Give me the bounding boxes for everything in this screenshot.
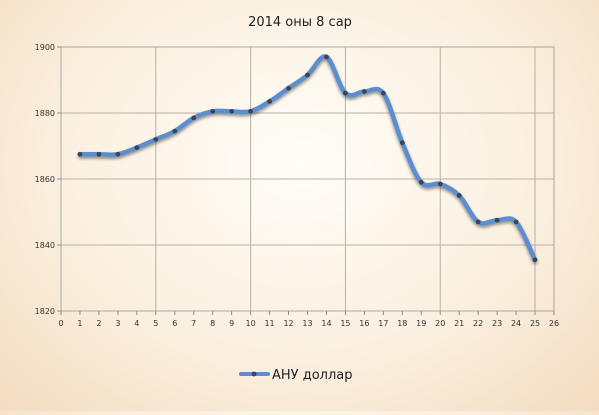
legend-label: АНУ доллар bbox=[272, 368, 353, 383]
x-tick-label: 5 bbox=[153, 319, 158, 328]
x-tick-label: 16 bbox=[359, 319, 369, 328]
x-tick-label: 22 bbox=[473, 319, 483, 328]
y-tick-label: 1900 bbox=[35, 43, 55, 52]
data-point bbox=[77, 151, 83, 157]
data-point bbox=[229, 108, 235, 114]
data-point bbox=[513, 219, 519, 225]
x-tick-label: 2 bbox=[96, 319, 101, 328]
data-point bbox=[361, 89, 367, 94]
data-point bbox=[399, 140, 405, 146]
data-point bbox=[96, 151, 102, 157]
x-tick-label: 0 bbox=[58, 319, 63, 328]
chart-title: 2014 оны 8 сар bbox=[248, 15, 352, 30]
y-tick-label: 1860 bbox=[35, 175, 55, 184]
data-point bbox=[418, 179, 424, 185]
data-point bbox=[305, 72, 310, 78]
x-tick-label: 19 bbox=[416, 319, 426, 328]
data-point bbox=[380, 90, 386, 96]
y-tick-label: 1880 bbox=[35, 109, 55, 118]
x-tick-label: 26 bbox=[549, 319, 559, 328]
data-point bbox=[191, 115, 197, 121]
x-tick-label: 13 bbox=[302, 319, 312, 328]
x-axis: 0 1 2 3 4 5 6 7 8 9 10 11 12 13 14 15 16 17 18 19 20 21 22 23 24… bbox=[58, 311, 559, 328]
x-tick-label: 20 bbox=[435, 319, 445, 328]
x-tick-label: 14 bbox=[321, 319, 331, 328]
data-point bbox=[324, 54, 329, 60]
data-point bbox=[248, 108, 254, 114]
x-tick-label: 1 bbox=[77, 319, 82, 328]
x-tick-label: 10 bbox=[246, 319, 256, 328]
x-tick-label: 11 bbox=[264, 319, 274, 328]
data-point bbox=[210, 108, 216, 114]
x-tick-label: 15 bbox=[340, 319, 350, 328]
y-axis: 1820 1840 1860 1880 1900 bbox=[35, 43, 61, 316]
data-point bbox=[267, 99, 272, 104]
data-point bbox=[343, 90, 348, 96]
series-line bbox=[77, 54, 538, 263]
data-point bbox=[475, 219, 481, 225]
x-tick-label: 4 bbox=[134, 319, 139, 328]
data-point bbox=[153, 137, 159, 142]
y-tick-label: 1820 bbox=[35, 307, 55, 316]
x-tick-label: 21 bbox=[454, 319, 464, 328]
data-point bbox=[115, 151, 121, 157]
data-point bbox=[286, 85, 291, 91]
x-tick-label: 6 bbox=[172, 319, 177, 328]
grid bbox=[61, 47, 554, 311]
x-tick-label: 25 bbox=[530, 319, 540, 328]
data-point bbox=[494, 217, 500, 223]
legend: АНУ доллар bbox=[239, 368, 353, 383]
data-point bbox=[172, 128, 178, 134]
x-tick-label: 8 bbox=[210, 319, 215, 328]
x-tick-label: 12 bbox=[283, 319, 293, 328]
x-tick-label: 24 bbox=[511, 319, 521, 328]
data-point bbox=[456, 193, 462, 198]
data-point bbox=[437, 181, 443, 187]
x-tick-label: 17 bbox=[378, 319, 388, 328]
data-point bbox=[532, 257, 538, 263]
x-tick-label: 18 bbox=[397, 319, 407, 328]
x-tick-label: 9 bbox=[229, 319, 234, 328]
legend-marker-swatch bbox=[251, 371, 257, 377]
x-tick-label: 7 bbox=[191, 319, 196, 328]
x-tick-label: 3 bbox=[115, 319, 120, 328]
series-layer bbox=[77, 54, 538, 263]
y-tick-label: 1840 bbox=[35, 241, 55, 250]
x-tick-label: 23 bbox=[492, 319, 502, 328]
data-point bbox=[134, 145, 140, 151]
